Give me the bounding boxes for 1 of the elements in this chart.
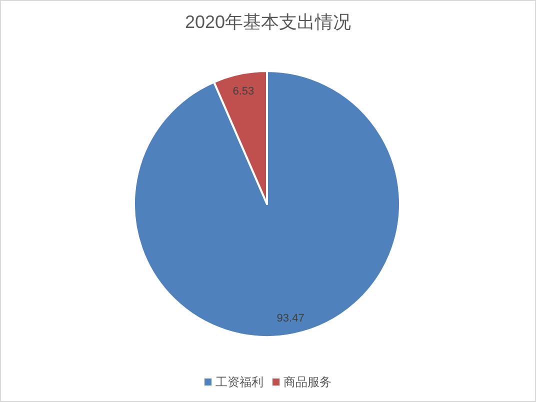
title: 2020年基本支出情况	[184, 12, 352, 32]
